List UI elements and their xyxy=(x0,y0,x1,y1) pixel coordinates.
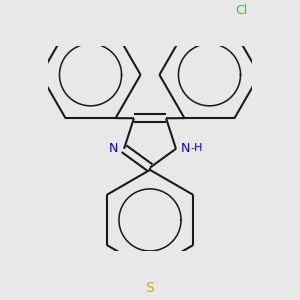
Text: Cl: Cl xyxy=(236,4,248,17)
Text: N: N xyxy=(109,142,118,154)
Text: S: S xyxy=(146,281,154,296)
Text: -H: -H xyxy=(191,143,203,153)
Text: N: N xyxy=(181,142,190,154)
